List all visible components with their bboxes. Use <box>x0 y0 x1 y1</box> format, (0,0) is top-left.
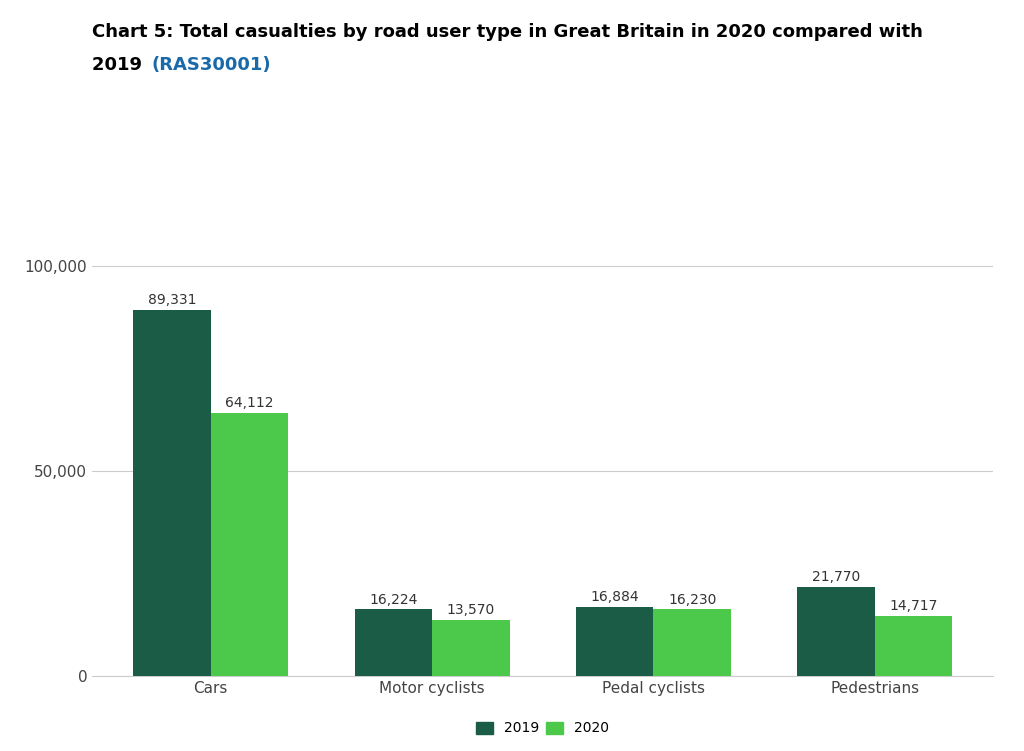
Bar <box>354 610 432 676</box>
Bar <box>874 616 952 676</box>
Bar <box>432 620 510 676</box>
Text: 14,717: 14,717 <box>890 599 938 613</box>
Text: 2019: 2019 <box>92 56 148 74</box>
Bar <box>575 607 653 676</box>
Bar <box>798 587 874 676</box>
Text: 89,331: 89,331 <box>147 293 197 307</box>
Legend: 2019, 2020: 2019, 2020 <box>471 716 614 741</box>
Text: 21,770: 21,770 <box>812 570 860 584</box>
Text: 16,224: 16,224 <box>369 593 418 607</box>
Bar <box>211 413 288 676</box>
Text: Chart 5: Total casualties by road user type in Great Britain in 2020 compared wi: Chart 5: Total casualties by road user t… <box>92 23 923 41</box>
Text: (RAS30001): (RAS30001) <box>152 56 271 74</box>
Text: 16,230: 16,230 <box>668 593 717 607</box>
Bar <box>653 609 731 676</box>
Text: 16,884: 16,884 <box>591 590 639 604</box>
Bar <box>133 310 211 676</box>
Text: 13,570: 13,570 <box>446 604 495 617</box>
Text: 64,112: 64,112 <box>225 397 273 410</box>
